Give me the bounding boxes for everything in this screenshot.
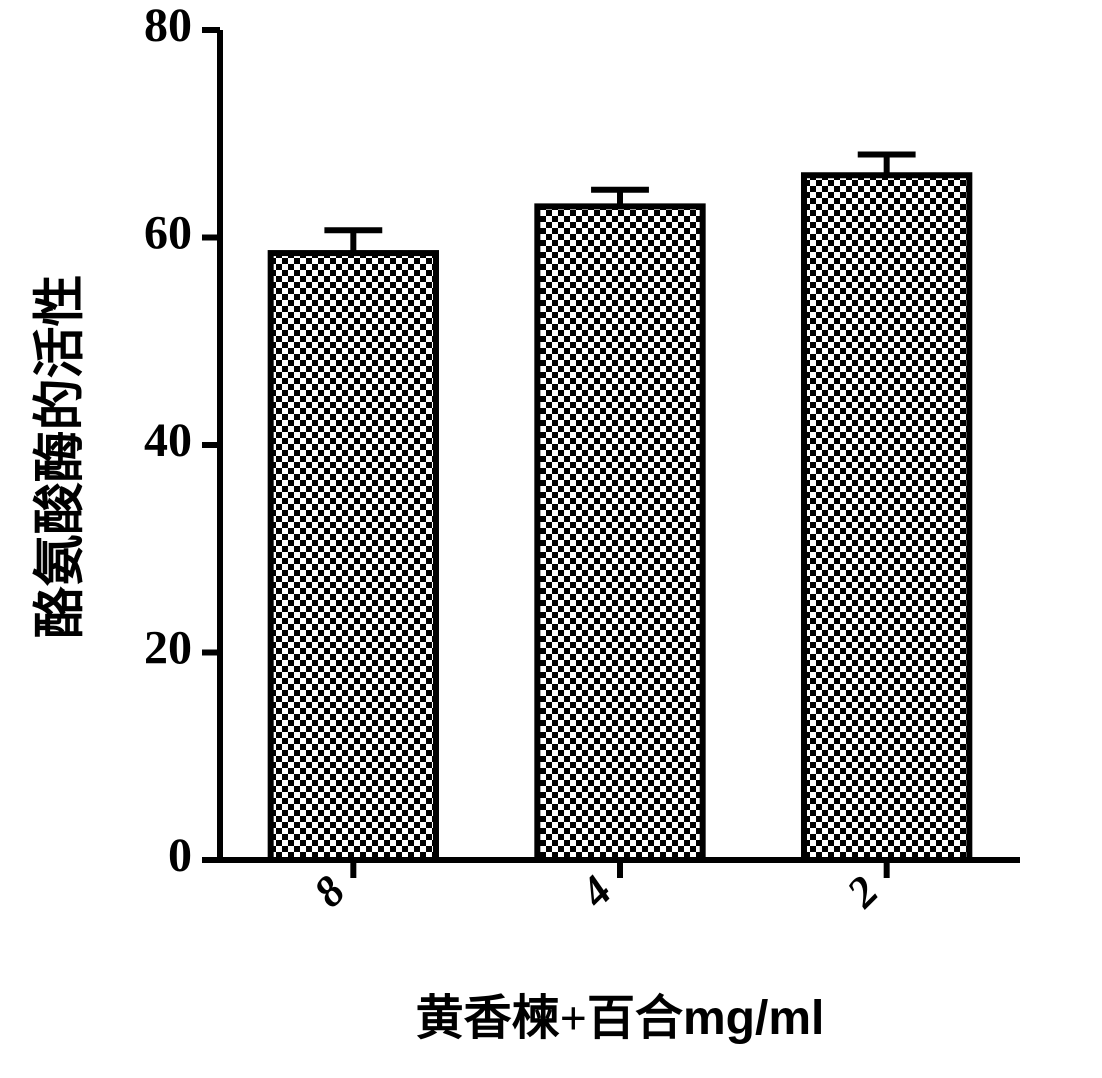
y-tick-label: 20 [144, 622, 192, 675]
y-tick-label: 80 [144, 0, 192, 52]
x-title-cn: 黄香楝+百合 [416, 992, 683, 1045]
chart-container: 020406080842 酪氨酸酶的活性 黄香楝+百合mg/ml [0, 0, 1102, 1078]
bar [804, 175, 969, 860]
y-axis-title: 酪氨酸酶的活性 [18, 257, 93, 657]
y-tick-label: 0 [168, 829, 192, 882]
y-tick-label: 60 [144, 207, 192, 260]
bar [271, 253, 436, 860]
bar [537, 206, 702, 860]
x-title-unit: mg/ml [683, 992, 824, 1045]
y-tick-label: 40 [144, 414, 192, 467]
bar-chart: 020406080842 [0, 0, 1102, 1078]
x-axis-title: 黄香楝+百合mg/ml [0, 978, 1102, 1048]
